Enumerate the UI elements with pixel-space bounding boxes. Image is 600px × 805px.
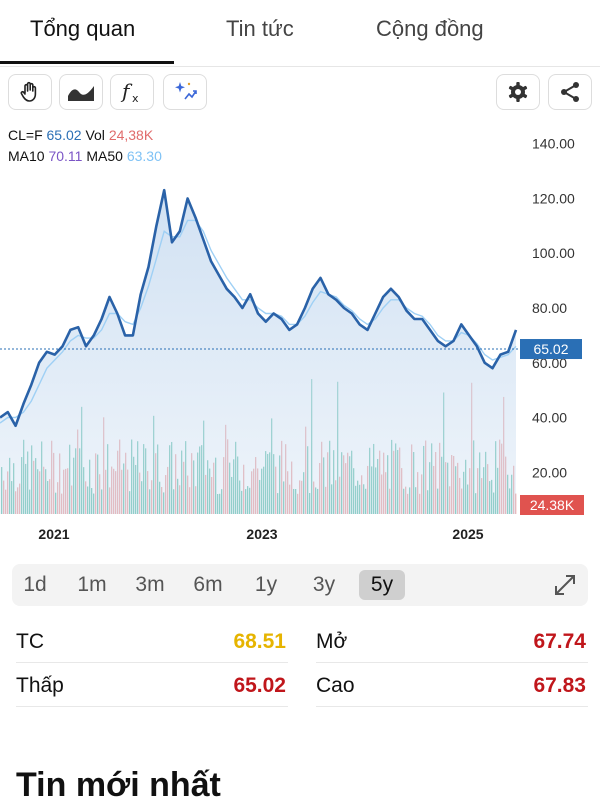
price-line — [0, 188, 518, 428]
x-tick-label: 2023 — [246, 526, 277, 542]
y-tick-label: 120.00 — [532, 190, 575, 206]
stat-open-value: 67.74 — [533, 630, 586, 653]
stat-tc-label: TC — [16, 630, 44, 653]
stat-high-value: 67.83 — [533, 674, 586, 697]
stat-tc-value: 68.51 — [233, 630, 286, 653]
volume-label: Vol — [85, 127, 105, 143]
y-tick-label: 40.00 — [532, 410, 567, 426]
range-1m[interactable]: 1m — [77, 573, 107, 596]
ma10-value: 70.11 — [48, 148, 83, 164]
range-3y[interactable]: 3y — [312, 573, 336, 596]
range-6m[interactable]: 6m — [193, 573, 223, 596]
symbol-label: CL=F — [8, 127, 43, 143]
tab-news[interactable]: Tin tức — [226, 16, 294, 41]
volume-tag-label: 24.38K — [530, 497, 575, 513]
draw-tool-button[interactable] — [8, 74, 52, 110]
price-area — [0, 190, 516, 514]
top-tabs: Tổng quan Tin tức Cộng đồng — [0, 0, 600, 67]
price-legend: CL=F 65.02 Vol 24,38K — [8, 127, 153, 143]
active-tab-indicator — [0, 61, 174, 64]
y-tick-label: 140.00 — [532, 136, 575, 152]
volume-tag — [520, 495, 584, 515]
price-tag-label: 65.02 — [533, 341, 568, 357]
settings-button[interactable] — [496, 74, 540, 110]
expand-icon[interactable] — [552, 572, 578, 598]
x-tick-label: 2021 — [38, 526, 69, 542]
last-price: 65.02 — [46, 127, 82, 143]
stat-divider — [316, 662, 588, 663]
time-range-selector: 1d 1m 3m 6m 1y 3y 5y — [12, 564, 588, 606]
svg-text:x: x — [132, 92, 139, 105]
gear-icon — [506, 80, 530, 104]
ma-line — [0, 219, 517, 424]
stat-high-label: Cao — [316, 674, 355, 697]
chart-type-button[interactable] — [59, 74, 103, 110]
ai-sparkle-icon — [172, 79, 198, 105]
share-icon — [558, 80, 582, 104]
y-tick-label: 100.00 — [532, 245, 575, 261]
stat-divider — [16, 662, 288, 663]
volume-value: 24,38K — [108, 127, 154, 143]
stat-low-value: 65.02 — [233, 674, 286, 697]
share-button[interactable] — [548, 74, 592, 110]
price-chart[interactable]: 140.00120.00100.0080.0060.0040.0020.0065… — [0, 118, 600, 548]
range-3m[interactable]: 3m — [135, 573, 165, 596]
ma50-label: MA50 — [86, 148, 123, 164]
line-chart-icon — [67, 82, 95, 102]
ma10-label: MA10 — [8, 148, 45, 164]
x-tick-label: 2025 — [452, 526, 483, 542]
range-1d[interactable]: 1d — [23, 573, 47, 596]
ma50-value: 63.30 — [126, 148, 162, 164]
stat-open-label: Mở — [316, 630, 348, 653]
y-tick-label: 80.00 — [532, 300, 567, 316]
hand-draw-icon — [18, 80, 42, 104]
tab-overview[interactable]: Tổng quan — [30, 16, 136, 41]
range-5y[interactable]: 5y — [359, 570, 405, 600]
y-tick-label: 20.00 — [532, 464, 567, 480]
ai-analysis-button[interactable] — [163, 74, 207, 110]
stat-divider — [316, 706, 588, 707]
tab-community[interactable]: Cộng đồng — [376, 16, 484, 41]
stat-divider — [16, 706, 288, 707]
latest-news-heading: Tin mới nhất — [16, 766, 221, 804]
stat-low-label: Thấp — [16, 674, 64, 697]
price-tag — [520, 339, 582, 360]
ma-legend: MA10 70.11 MA50 63.30 — [8, 148, 162, 164]
range-1y[interactable]: 1y — [254, 573, 278, 596]
